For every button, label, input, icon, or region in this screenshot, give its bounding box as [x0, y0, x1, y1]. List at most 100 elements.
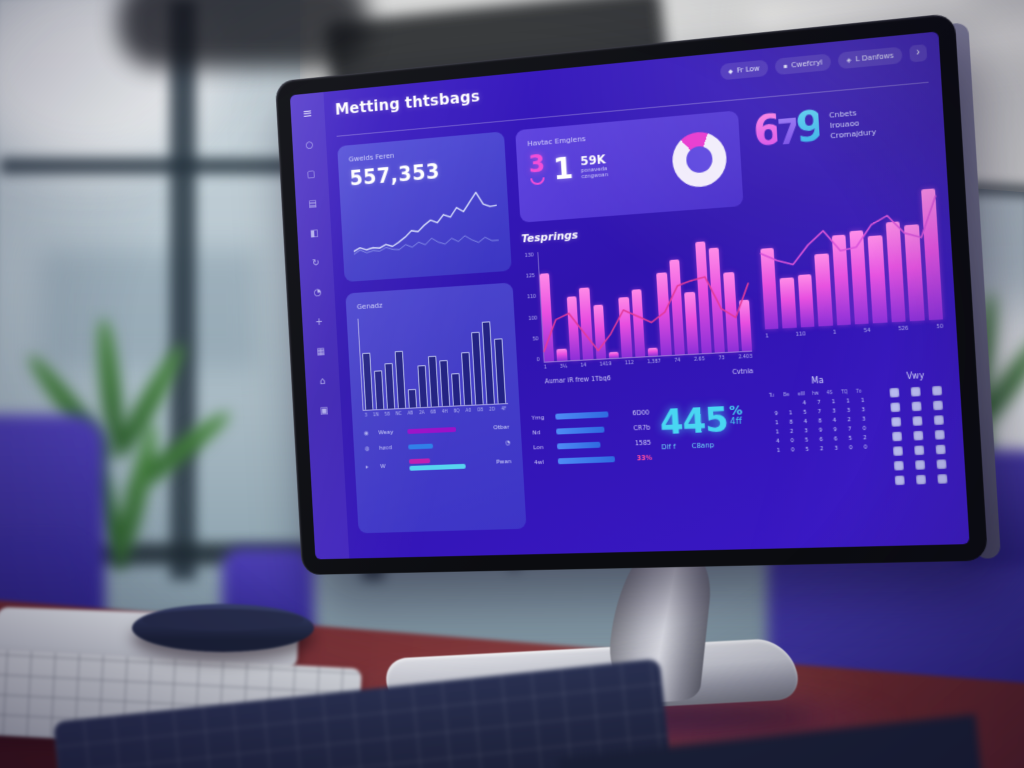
calendar-day[interactable]: 3: [846, 407, 851, 415]
calendar-day[interactable]: 3: [832, 408, 837, 415]
calendar-day[interactable]: 2: [819, 446, 824, 453]
calendar-day[interactable]: 0: [862, 425, 867, 433]
bar: [384, 362, 396, 409]
x-tick: 73: [718, 356, 725, 362]
calendar-day[interactable]: 3: [861, 407, 866, 414]
weekday-label: 4S: [826, 390, 833, 397]
lock-icon[interactable]: ▣: [319, 405, 329, 417]
folder-icon[interactable]: ▤: [308, 198, 318, 210]
big-stat-sup: % 4ff: [729, 403, 743, 428]
heat-cell: [892, 431, 903, 442]
calendar-day[interactable]: 5: [848, 435, 853, 443]
calendar-day[interactable]: 0: [790, 447, 795, 454]
calendar-day[interactable]: 5: [805, 446, 810, 454]
calendar-day[interactable]: [769, 401, 782, 408]
calendar-day[interactable]: 2: [789, 428, 794, 436]
calendar-day[interactable]: 9: [774, 410, 779, 418]
calendar-day[interactable]: 4: [832, 417, 837, 425]
heat-cell: [890, 402, 901, 413]
x-tick: 3¼: [559, 364, 568, 370]
calendar-day[interactable]: 0: [863, 444, 868, 451]
calendar-day[interactable]: 3: [834, 445, 839, 452]
calendar-day[interactable]: 2: [862, 435, 867, 442]
calendar-day[interactable]: 9: [833, 426, 838, 434]
building-silhouette: [40, 250, 260, 370]
big-stat: 445 % 4ff Dif f C8anp: [658, 399, 762, 451]
calendar-day[interactable]: 3: [861, 416, 866, 423]
calendar-day[interactable]: 1: [788, 410, 793, 417]
big-stat-sub2: C8anp: [691, 440, 715, 450]
stats-label: Lon: [533, 443, 544, 451]
calendar-day[interactable]: 8: [789, 419, 794, 426]
calendar-day[interactable]: 7: [847, 426, 852, 433]
calendar-day[interactable]: 7: [817, 408, 822, 416]
calendar-day[interactable]: 0: [848, 445, 853, 452]
calendar-day[interactable]: 1: [774, 420, 779, 427]
caption-right: Cvtnia: [731, 366, 754, 377]
bar: [451, 372, 462, 406]
employees-card: Havtac Emglens 3 1 59K ponaveda czngwoan: [515, 110, 744, 223]
calendar-day[interactable]: 1: [860, 397, 865, 405]
chat-icon[interactable]: ○: [305, 139, 314, 152]
x-tick: 14: [580, 363, 587, 369]
calendar-day[interactable]: 6: [819, 436, 824, 444]
y-tick: 130: [524, 252, 534, 259]
calendar-day[interactable]: 9: [818, 427, 823, 434]
bar-plot: [537, 237, 752, 363]
heat-cell: [913, 430, 924, 441]
calendar-day[interactable]: 0: [790, 437, 795, 445]
stats-table: Ymg 6D00 Nd CR7b Lon 1585 4wl 33%: [531, 408, 652, 473]
home-icon[interactable]: ⌂: [319, 376, 326, 388]
calendar-day[interactable]: 1: [775, 429, 780, 436]
calendar-day[interactable]: 2: [847, 417, 852, 424]
heatmap: Vwy: [882, 370, 955, 486]
stats-label: Nd: [532, 428, 541, 437]
stats-value: 33%: [636, 453, 653, 463]
grid-icon[interactable]: ▦: [316, 346, 326, 358]
calendar-day[interactable]: 1: [776, 447, 781, 455]
calendar-day[interactable]: 1: [846, 398, 851, 405]
stats-bar: [556, 426, 605, 435]
row-bars: [408, 442, 478, 450]
tick-label: AB: [407, 411, 414, 417]
clock-icon[interactable]: ◔: [313, 287, 322, 299]
bar: [471, 331, 484, 405]
big-stat-suffix: 4ff: [729, 416, 743, 428]
calendar-day[interactable]: 5: [803, 409, 808, 416]
weekday-label: Be: [783, 392, 790, 399]
monitor-bezel: ≡ ○ ▢ ▤ ◧ ↻ ◔ + ▦ ⌂ ▣ Metting thtsbags ◆ Fr Low ▪ Cw…: [274, 12, 989, 575]
ceiling-fixture: [118, 0, 368, 68]
calendar-day[interactable]: [784, 401, 797, 408]
chart-icon[interactable]: ◧: [309, 228, 319, 240]
stats-label: 4wl: [533, 458, 545, 466]
heat-cell: [912, 416, 923, 426]
heat-cell: [936, 459, 947, 470]
doc-icon[interactable]: ▢: [306, 169, 316, 181]
calendar-title: Ma: [811, 375, 825, 386]
metric-card: Gwelds Feren 557,353: [337, 131, 512, 283]
donut-hole: [685, 145, 714, 174]
calendar-day[interactable]: 4: [802, 400, 807, 407]
row-label: Weay: [378, 428, 394, 437]
toolbar-button-label: L Danfows: [855, 51, 895, 64]
big-stat-value: 445: [658, 399, 729, 444]
calendar-day[interactable]: 8: [818, 418, 823, 425]
stat-sub2: czngwoan: [581, 172, 609, 181]
speakerphone: [132, 604, 314, 652]
calendar-day[interactable]: 3: [804, 428, 809, 435]
calendar-day[interactable]: 1: [831, 399, 836, 406]
calendar-day[interactable]: 6: [833, 436, 838, 443]
refresh-icon[interactable]: ↻: [311, 257, 320, 269]
chevron-right-button[interactable]: ›: [909, 44, 928, 63]
stat-small-block: 59K ponaveda czngwoan: [580, 153, 609, 181]
tick-label: O8: [477, 408, 484, 414]
plus-icon[interactable]: +: [315, 317, 324, 328]
calendar-day[interactable]: 5: [804, 437, 809, 444]
menu-icon[interactable]: ≡: [302, 106, 313, 122]
calendar-day[interactable]: 4: [803, 418, 808, 426]
stat-big-value: 3: [527, 148, 546, 179]
heat-cell: [891, 416, 902, 427]
calendar-day[interactable]: 4: [775, 438, 780, 445]
calendar-day[interactable]: 7: [816, 399, 821, 407]
bar: [394, 350, 407, 409]
